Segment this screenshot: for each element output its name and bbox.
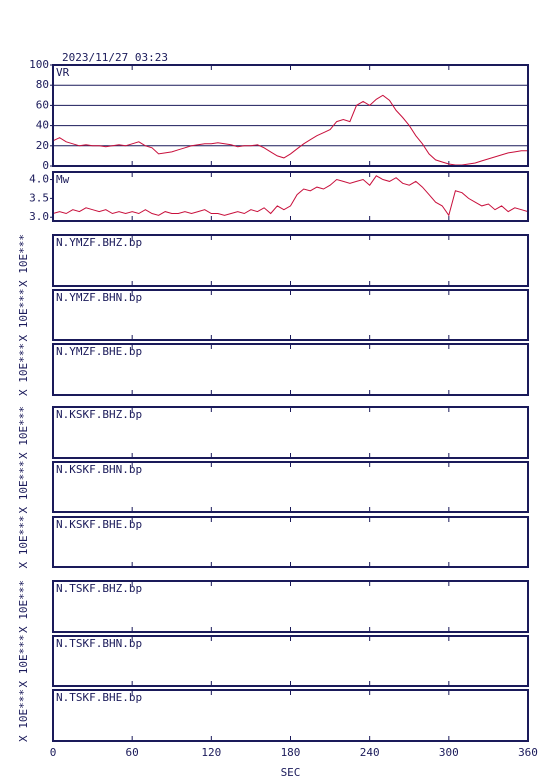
y-axis-label: X 10E*** <box>17 289 30 342</box>
y-axis-label: X 10E*** <box>17 516 30 569</box>
y-tick-label: 100 <box>29 58 49 71</box>
panel-label: N.YMZF.BHE.bp <box>56 345 142 358</box>
panel-frame <box>52 343 529 396</box>
panel-frame <box>52 635 529 687</box>
y-axis-label: X 10E*** <box>17 343 30 396</box>
x-tick-label: 120 <box>201 746 221 759</box>
x-tick-label: 180 <box>281 746 301 759</box>
y-axis-label: X 10E*** <box>17 406 30 459</box>
x-tick-label: 360 <box>518 746 538 759</box>
x-tick-label: 300 <box>439 746 459 759</box>
y-axis-label: X 10E*** <box>17 689 30 742</box>
y-tick-label: 60 <box>36 98 49 111</box>
panel-label: N.KSKF.BHZ.bp <box>56 408 142 421</box>
y-axis-label: X 10E*** <box>17 635 30 688</box>
x-tick-label: 60 <box>126 746 139 759</box>
panel-label: N.TSKF.BHZ.bp <box>56 582 142 595</box>
panel-label: Mw <box>56 173 70 186</box>
y-axis-label: X 10E*** <box>17 461 30 514</box>
panel-frame <box>52 171 529 222</box>
y-tick-label: 3.0 <box>29 210 49 223</box>
x-tick-label: 240 <box>360 746 380 759</box>
panel-label: N.YMZF.BHZ.bp <box>56 236 142 249</box>
y-axis-label: X 10E*** <box>17 234 30 287</box>
panel-frame <box>52 580 529 633</box>
y-axis-label: X 10E*** <box>17 580 30 633</box>
panel-label: N.TSKF.BHE.bp <box>56 691 142 704</box>
data-line <box>52 94 528 166</box>
y-tick-label: 80 <box>36 78 49 91</box>
x-axis-label: SEC <box>281 766 301 779</box>
panel-frame <box>52 234 529 287</box>
panel-label: N.KSKF.BHE.bp <box>56 518 142 531</box>
panel-frame <box>52 689 529 742</box>
y-tick-label: 40 <box>36 119 49 132</box>
x-tick-label: 0 <box>50 746 57 759</box>
y-tick-label: 4.0 <box>29 173 49 186</box>
panel-label: N.TSKF.BHN.bp <box>56 637 142 650</box>
panel-label: N.YMZF.BHN.bp <box>56 291 142 304</box>
panel-label: VR <box>56 66 70 79</box>
panel-frame <box>52 406 529 459</box>
chart-title: 2023/11/27 03:23 <box>62 51 168 64</box>
panel-label: N.KSKF.BHN.bp <box>56 463 142 476</box>
data-line <box>52 175 529 217</box>
panel-frame <box>52 461 529 513</box>
y-tick-label: 20 <box>36 139 49 152</box>
y-tick-label: 3.5 <box>29 191 49 204</box>
y-tick-label: 0 <box>42 159 49 172</box>
panel-frame <box>52 289 529 341</box>
panel-frame <box>52 516 529 568</box>
panel-frame <box>52 64 529 167</box>
